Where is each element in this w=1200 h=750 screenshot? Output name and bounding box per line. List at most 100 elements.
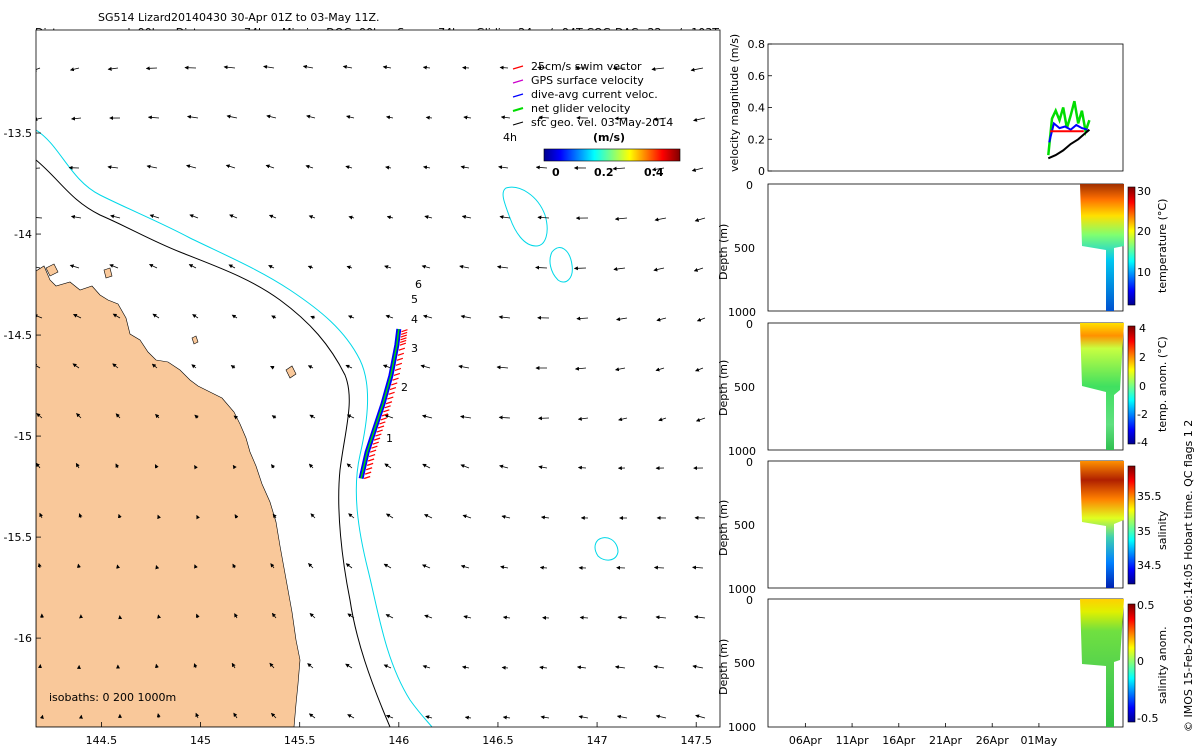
temperature-section: [1080, 184, 1124, 311]
y-tick: 500: [734, 381, 755, 394]
y-tick-label: -13.5: [4, 127, 32, 140]
geo-vector: [576, 665, 587, 670]
geo-vector: [502, 715, 511, 720]
geo-vector: [308, 215, 316, 219]
day-label: 4: [411, 313, 418, 326]
geo-vector: [196, 514, 201, 520]
legend-item: sfc geo. vel. 03-May-2014: [531, 116, 673, 129]
geo-vector: [460, 314, 472, 319]
geo-vector: [463, 115, 472, 120]
depth-ylabel: Depth (m): [717, 224, 730, 280]
swim-vector: [401, 329, 408, 333]
geo-vector: [653, 117, 667, 122]
swim-vector: [365, 467, 373, 471]
c-tick: 0: [1139, 380, 1146, 393]
c-tick: 4: [1139, 322, 1146, 335]
geo-vector: [422, 65, 431, 70]
geo-vector: [690, 67, 704, 72]
geo-vector: [107, 66, 119, 71]
geo-vector: [268, 265, 275, 269]
geo-vector: [535, 265, 548, 270]
swim-vector: [379, 421, 386, 425]
geo-vector: [230, 365, 236, 370]
net-velocity-vectors: [360, 328, 400, 479]
geo-vector: [36, 266, 41, 269]
x-tick-label: 01May: [1021, 734, 1058, 747]
geo-vector: [186, 164, 197, 169]
geo-vector: [194, 564, 198, 569]
geo-vector: [421, 264, 431, 269]
geo-vector: [616, 317, 628, 322]
geo-vector: [539, 565, 548, 570]
geo-vector: [187, 114, 199, 119]
geo-vector: [348, 513, 355, 519]
geo-vector: [228, 264, 236, 269]
geo-vector: [579, 615, 589, 620]
geo-vector: [463, 615, 472, 619]
temp-anomaly-colorbar: [1127, 325, 1136, 445]
x-tick-label: 144.5: [86, 734, 118, 747]
y-tick-label: -16: [14, 632, 32, 645]
swim-vector: [366, 462, 374, 466]
y-tick: 0: [746, 179, 753, 192]
geo-vector: [115, 463, 120, 469]
geo-vector: [268, 214, 277, 219]
geo-vector: [154, 663, 159, 669]
geo-vector: [695, 417, 706, 422]
geo-vector: [75, 462, 80, 469]
swim-vector: [384, 405, 391, 409]
geo-vector: [147, 115, 160, 120]
colorbar-tick: 0: [552, 166, 560, 179]
temp-anomaly-section: [1080, 323, 1124, 450]
x-tick-label: 147.5: [680, 734, 712, 747]
swim-vector: [376, 429, 383, 433]
geo-vector: [499, 215, 511, 220]
colorbar-label: salinity anom.: [1156, 626, 1169, 704]
y-tick: 0: [746, 318, 753, 331]
swim-vector: [395, 362, 403, 366]
geo-vector: [156, 713, 161, 719]
geo-vector: [78, 513, 83, 519]
geo-vector: [188, 264, 197, 269]
geo-vector: [656, 317, 667, 322]
geo-vector: [189, 214, 199, 219]
geo-vector: [384, 414, 394, 419]
legend-swatch: [512, 121, 524, 126]
swim-vector: [363, 475, 371, 480]
geo-vector: [614, 665, 626, 670]
salinity-axes: [767, 460, 1124, 589]
velocity-series: [1047, 100, 1091, 160]
y-tick-label: -14.5: [4, 329, 32, 342]
geo-vector: [72, 363, 80, 369]
geo-vector: [386, 215, 394, 220]
geo-vector: [385, 714, 394, 719]
geo-vector: [36, 314, 43, 319]
geo-vector: [460, 564, 470, 569]
geo-vector: [72, 314, 82, 319]
swim-vector: [375, 433, 382, 437]
x-tick-label: 147: [587, 734, 608, 747]
c-tick: 2: [1139, 351, 1146, 364]
geo-vector: [195, 613, 200, 619]
geo-vector: [537, 215, 550, 220]
geo-vector: [231, 662, 236, 669]
geo-vector: [39, 512, 44, 519]
geo-vector: [347, 613, 355, 619]
swim-vector: [377, 425, 385, 429]
geo-vector: [271, 415, 277, 420]
geo-vector: [234, 514, 239, 519]
velocity-line: [1047, 128, 1091, 160]
swim-vector: [397, 352, 405, 356]
geo-vector: [347, 315, 355, 319]
day-label: 6: [415, 278, 422, 291]
geo-vector: [458, 364, 470, 369]
salinity-colorbar: [1127, 465, 1136, 585]
geo-vector: [109, 264, 119, 269]
geo-vector: [70, 116, 82, 121]
geo-vector: [157, 514, 162, 520]
geo-vector: [382, 65, 392, 70]
geo-vector: [36, 462, 41, 469]
y-tick: 1000: [728, 445, 756, 458]
geo-vector: [696, 317, 706, 322]
x-tick-label: 21Apr: [929, 734, 963, 747]
